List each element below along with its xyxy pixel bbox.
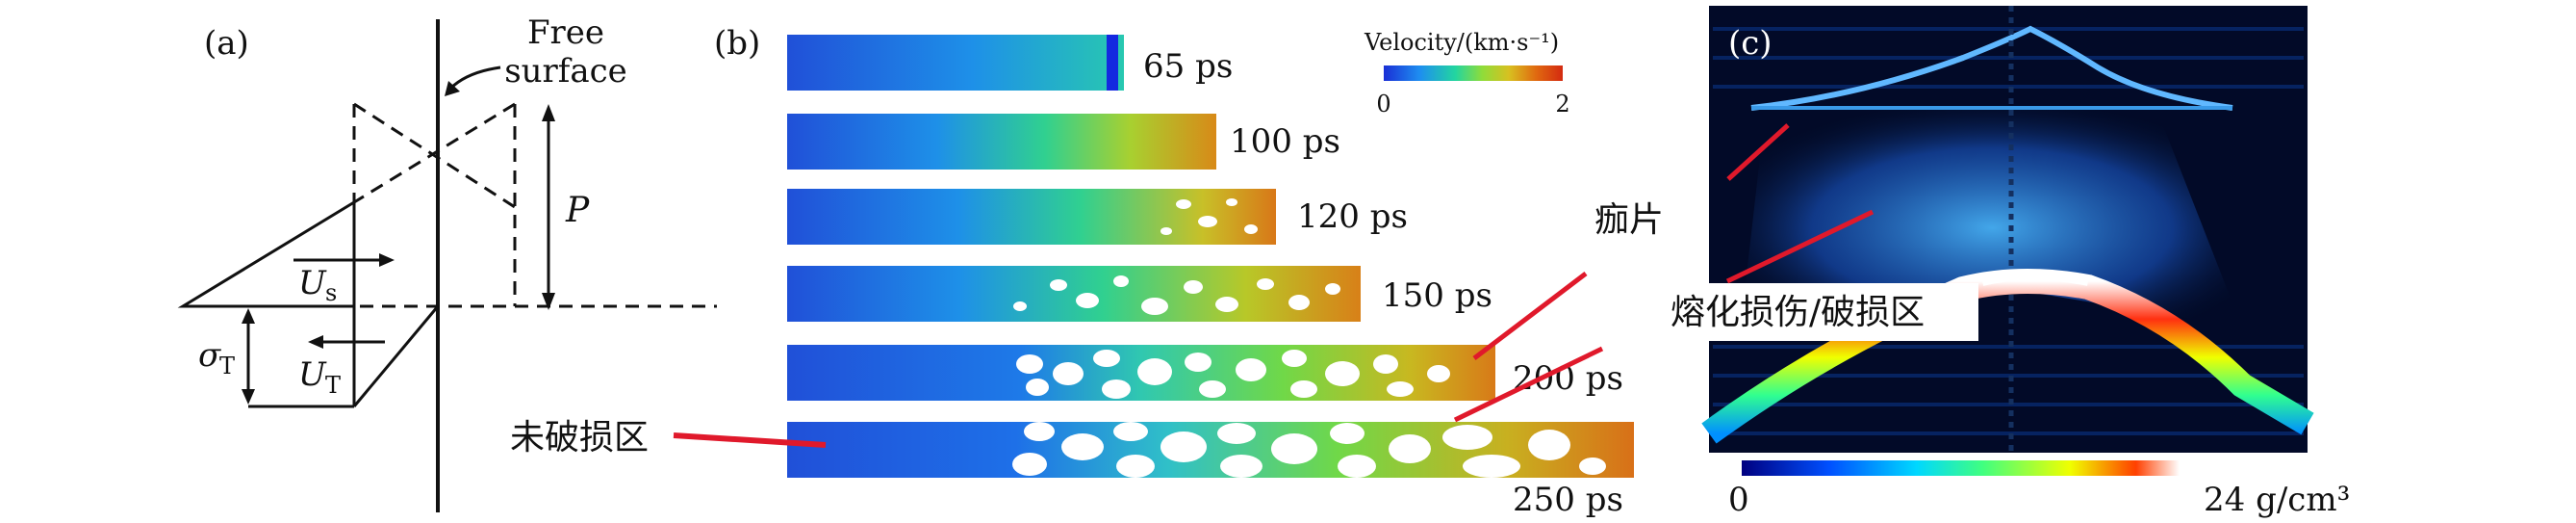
time-label-250ps: 250 ps [1513,481,1623,519]
panel-b-label: (b) [714,24,760,63]
panel-a-label: (a) [204,24,249,63]
time-label-150ps: 150 ps [1382,276,1492,315]
p-label: P [565,191,590,230]
velocity-colorbar-max: 2 [1555,91,1569,118]
free-surface-label-line1: Free [527,13,604,52]
time-label-65ps: 65 ps [1143,47,1233,86]
panel-c: (c) 熔化损伤/破损区 痂片 0 24 g/cm³ [1594,6,2350,519]
spall-label: 痂片 [1594,200,1664,240]
sample-bar-150ps [787,256,1361,331]
sample-bar-120ps [787,189,1276,245]
sigma-label-main: σ [198,336,221,375]
velocity-colorbar-title: Velocity/(km·s⁻¹) [1364,29,1559,56]
dashed-pulse-outline [183,102,717,308]
spall-pointer-line-2 [1453,346,1604,423]
melt-region-glow [1742,106,2242,327]
panel-c-label: (c) [1728,24,1773,63]
compressive-pulse-triangle [177,199,356,308]
spall-to-arc-pointer [1726,123,1790,181]
free-surface-label-line2: surface [504,52,627,91]
sigma-arrowhead-down-icon [242,389,255,405]
spall-arc [1750,25,2233,111]
us-label-sub: s [325,279,337,306]
sigma-label-sub: T [219,353,235,379]
p-arrowhead-up-icon [542,104,555,121]
undamaged-pointer-line [673,432,827,448]
tensile-stress-box [248,305,440,408]
time-label-120ps: 120 ps [1297,197,1408,236]
ut-arrowhead-icon [308,335,323,349]
sample-bar-200ps [787,345,1495,401]
sample-bar-250ps [787,422,1634,478]
shock-band-peak [1980,271,2089,286]
undamaged-region-label: 未破损区 [510,418,649,458]
density-colorbar [1742,460,2180,476]
panel-a: (a) Free surface P U s [177,13,717,512]
ut-label-sub: T [325,372,341,399]
pointer-arrowhead-icon [445,81,460,96]
melt-pointer-line [1725,209,1875,284]
velocity-colorbar [1384,65,1563,81]
density-colorbar-min: 0 [1728,481,1749,519]
us-arrowhead-icon [379,253,395,267]
us-label-main: U [298,264,327,302]
dense-shock-band [1701,269,2314,444]
panel-b: (b) Velocity/(km·s⁻¹) 0 2 65 ps 100 ps 1… [510,24,1634,519]
melt-damage-label-box [1659,283,1978,341]
density-colorbar-max: 24 g/cm³ [2204,481,2350,519]
p-arrowhead-down-icon [542,293,555,310]
time-label-100ps: 100 ps [1230,122,1340,161]
sigma-arrowhead-up-icon [242,308,255,324]
ut-label-main: U [298,355,327,394]
spall-pointer-line-1 [1472,272,1588,360]
melt-damage-label: 熔化损伤/破损区 [1671,293,1925,332]
sample-bar-65ps [787,35,1124,91]
free-surface-pointer [448,65,501,91]
sample-bar-100ps [787,114,1216,170]
velocity-colorbar-min: 0 [1376,91,1390,118]
